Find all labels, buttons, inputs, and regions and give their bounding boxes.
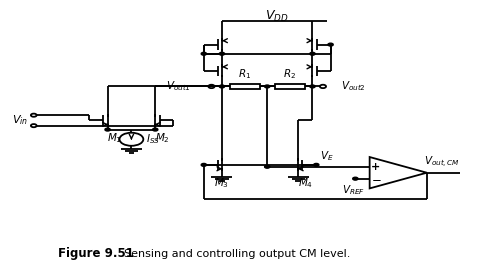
Text: $M_2$: $M_2$ xyxy=(155,131,170,145)
Text: $I_{SS}$: $I_{SS}$ xyxy=(146,132,160,146)
Text: Sensing and controlling output CM level.: Sensing and controlling output CM level. xyxy=(124,249,350,259)
Circle shape xyxy=(314,163,319,166)
Text: $V_{out,CM}$: $V_{out,CM}$ xyxy=(424,155,460,170)
Circle shape xyxy=(105,128,110,131)
Text: $V_{out2}$: $V_{out2}$ xyxy=(341,79,366,93)
Circle shape xyxy=(153,128,158,131)
Text: $V_{DD}$: $V_{DD}$ xyxy=(265,9,289,24)
Text: $R_1$: $R_1$ xyxy=(238,67,251,81)
Text: +: + xyxy=(371,162,380,172)
Text: Figure 9.51: Figure 9.51 xyxy=(57,247,134,260)
Circle shape xyxy=(328,43,333,46)
Circle shape xyxy=(353,177,358,180)
Circle shape xyxy=(310,85,315,88)
Bar xyxy=(229,84,259,89)
Circle shape xyxy=(265,165,270,168)
Circle shape xyxy=(219,85,225,88)
Bar xyxy=(275,84,305,89)
Text: $M_1$: $M_1$ xyxy=(107,131,122,145)
Text: $V_{out1}$: $V_{out1}$ xyxy=(166,79,191,93)
Circle shape xyxy=(265,85,270,88)
Text: $R_2$: $R_2$ xyxy=(283,67,296,81)
Text: $V_E$: $V_E$ xyxy=(320,149,334,163)
Text: $M_4$: $M_4$ xyxy=(298,176,313,190)
Text: $M_3$: $M_3$ xyxy=(214,176,229,190)
Circle shape xyxy=(310,52,315,55)
Text: $V_{REF}$: $V_{REF}$ xyxy=(342,183,365,197)
Circle shape xyxy=(201,163,206,166)
Text: $V_{in}$: $V_{in}$ xyxy=(12,113,28,127)
Circle shape xyxy=(201,52,206,55)
Text: $-$: $-$ xyxy=(371,172,381,185)
Circle shape xyxy=(219,52,225,55)
